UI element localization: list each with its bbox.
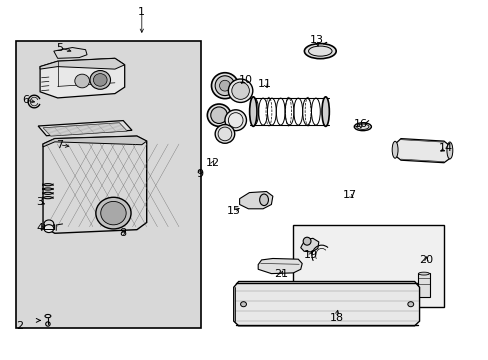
Text: 9: 9	[196, 168, 203, 179]
Ellipse shape	[44, 220, 54, 228]
Ellipse shape	[219, 80, 230, 91]
Ellipse shape	[215, 76, 234, 95]
Polygon shape	[43, 136, 146, 233]
Ellipse shape	[228, 79, 252, 102]
Text: 19: 19	[303, 250, 317, 260]
Ellipse shape	[303, 237, 310, 245]
Ellipse shape	[353, 123, 371, 131]
Ellipse shape	[240, 302, 246, 307]
Ellipse shape	[215, 125, 234, 143]
Ellipse shape	[224, 110, 246, 131]
Text: 1: 1	[138, 6, 145, 17]
Ellipse shape	[321, 97, 329, 126]
Ellipse shape	[231, 82, 249, 99]
Polygon shape	[394, 139, 449, 163]
Text: 8: 8	[120, 228, 126, 238]
Ellipse shape	[90, 71, 110, 89]
Polygon shape	[40, 58, 124, 98]
Text: 18: 18	[329, 312, 343, 323]
Polygon shape	[258, 258, 302, 274]
Text: 12: 12	[205, 158, 219, 168]
Ellipse shape	[249, 97, 257, 126]
Ellipse shape	[259, 194, 268, 206]
Text: 15: 15	[226, 206, 240, 216]
Ellipse shape	[418, 272, 428, 275]
Ellipse shape	[96, 197, 131, 229]
Polygon shape	[43, 136, 146, 147]
Polygon shape	[54, 48, 87, 58]
Ellipse shape	[211, 73, 238, 99]
Ellipse shape	[75, 74, 89, 88]
Text: 13: 13	[309, 35, 323, 45]
Text: 21: 21	[274, 269, 287, 279]
Polygon shape	[38, 121, 132, 136]
Bar	[16, 41, 201, 328]
Ellipse shape	[304, 44, 336, 59]
Text: 6: 6	[22, 95, 29, 105]
Text: 10: 10	[238, 75, 252, 85]
Text: 3: 3	[37, 197, 43, 207]
Text: 20: 20	[419, 255, 432, 265]
Ellipse shape	[207, 104, 230, 126]
Ellipse shape	[391, 141, 397, 158]
Text: 11: 11	[258, 78, 271, 89]
Text: 17: 17	[342, 190, 356, 200]
Bar	[293, 225, 443, 307]
Text: 5: 5	[56, 42, 63, 53]
Polygon shape	[239, 192, 272, 209]
Ellipse shape	[45, 315, 51, 318]
Ellipse shape	[101, 202, 126, 225]
Ellipse shape	[44, 225, 54, 233]
Text: 7: 7	[56, 140, 63, 150]
Ellipse shape	[93, 74, 107, 86]
Ellipse shape	[446, 142, 452, 159]
Ellipse shape	[407, 302, 413, 307]
Text: 4: 4	[37, 222, 43, 233]
Ellipse shape	[210, 107, 227, 123]
Polygon shape	[43, 123, 127, 136]
Polygon shape	[40, 58, 124, 69]
Bar	[417, 273, 429, 297]
Text: 14: 14	[438, 143, 452, 153]
Polygon shape	[300, 238, 318, 252]
Polygon shape	[233, 282, 419, 326]
Text: 2: 2	[16, 321, 23, 331]
Text: 16: 16	[353, 119, 367, 129]
